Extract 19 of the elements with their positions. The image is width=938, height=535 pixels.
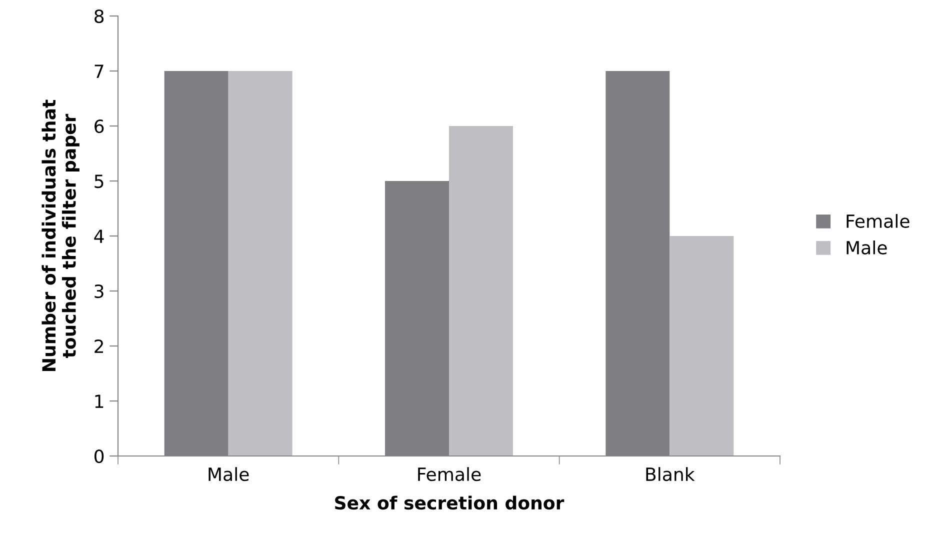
- bar: [449, 126, 513, 456]
- bar: [670, 236, 734, 456]
- x-tick-label: Blank: [646, 467, 695, 482]
- x-tick-label: Male: [208, 467, 249, 482]
- y-tick-label: 4: [94, 230, 104, 243]
- bar: [228, 71, 292, 456]
- y-tick-label: 1: [95, 394, 104, 408]
- y-tick-label: 8: [94, 9, 104, 24]
- y-tick-label: 6: [94, 119, 104, 134]
- x-tick-label: Female: [418, 467, 481, 482]
- legend-label: Female: [846, 214, 910, 228]
- x-axis-title: Sex of secretion donor: [335, 496, 564, 510]
- y-tick-label: 7: [94, 64, 104, 78]
- y-tick-label: 2: [94, 339, 103, 353]
- y-tick-label: 5: [94, 174, 104, 188]
- legend-label: Male: [846, 240, 887, 254]
- y-tick-label: 3: [94, 284, 104, 298]
- y-tick-label: 0: [94, 449, 104, 464]
- y-axis-title: Number of individuals that touched the filter paper: [42, 100, 80, 371]
